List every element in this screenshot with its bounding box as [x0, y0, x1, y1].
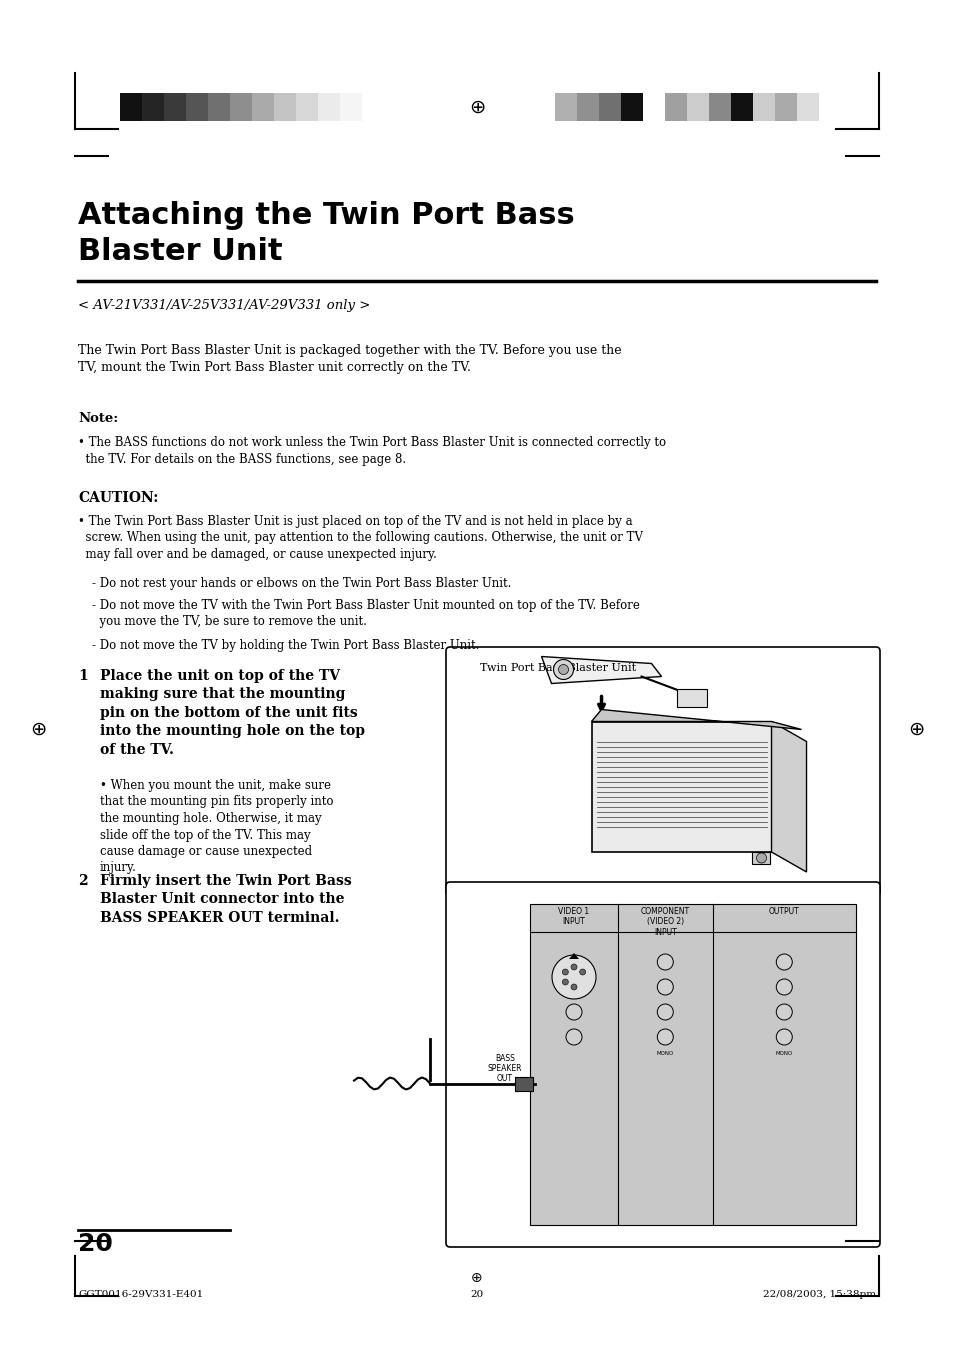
Circle shape — [657, 1029, 673, 1046]
Circle shape — [776, 954, 791, 970]
Bar — [577, 93, 598, 122]
Bar — [530, 904, 855, 1225]
Bar — [361, 93, 384, 122]
Bar — [751, 852, 769, 865]
Text: BASS
SPEAKER
OUT: BASS SPEAKER OUT — [487, 1054, 521, 1084]
Bar — [230, 93, 252, 122]
Text: Blaster Unit: Blaster Unit — [78, 236, 282, 266]
Bar — [555, 93, 577, 122]
Circle shape — [776, 1004, 791, 1020]
Bar — [686, 93, 708, 122]
Bar — [339, 93, 361, 122]
Text: 1: 1 — [78, 669, 88, 684]
Bar — [142, 93, 164, 122]
FancyBboxPatch shape — [446, 882, 879, 1247]
Bar — [120, 93, 142, 122]
Circle shape — [571, 984, 577, 990]
Bar — [274, 93, 295, 122]
Bar — [591, 721, 771, 852]
Circle shape — [561, 969, 568, 975]
Circle shape — [565, 1004, 581, 1020]
Circle shape — [558, 665, 568, 674]
Text: VIDEO 1
INPUT: VIDEO 1 INPUT — [558, 907, 589, 927]
Bar — [317, 93, 339, 122]
Text: GGT0016-29V331-E401: GGT0016-29V331-E401 — [78, 1290, 203, 1300]
Circle shape — [561, 979, 568, 985]
Polygon shape — [591, 709, 801, 730]
Text: • The BASS functions do not work unless the Twin Port Bass Blaster Unit is conne: • The BASS functions do not work unless … — [78, 436, 665, 466]
Bar — [515, 1077, 533, 1090]
Text: Twin Port Bass Blaster Unit: Twin Port Bass Blaster Unit — [479, 663, 636, 673]
Text: • When you mount the unit, make sure
that the mounting pin fits properly into
th: • When you mount the unit, make sure tha… — [100, 780, 334, 874]
Bar — [642, 93, 664, 122]
Bar — [164, 93, 186, 122]
Polygon shape — [568, 952, 578, 959]
Bar — [774, 93, 796, 122]
Text: Place the unit on top of the TV
making sure that the mounting
pin on the bottom : Place the unit on top of the TV making s… — [100, 669, 365, 757]
Text: Note:: Note: — [78, 412, 118, 426]
Text: - Do not move the TV by holding the Twin Port Bass Blaster Unit.: - Do not move the TV by holding the Twin… — [91, 639, 478, 653]
Text: ⊕: ⊕ — [30, 720, 46, 739]
Bar — [252, 93, 274, 122]
Text: - Do not rest your hands or elbows on the Twin Port Bass Blaster Unit.: - Do not rest your hands or elbows on th… — [91, 577, 511, 590]
Text: 20: 20 — [78, 1232, 112, 1256]
Text: MONO: MONO — [775, 1051, 792, 1056]
Circle shape — [657, 954, 673, 970]
Text: OUTPUT: OUTPUT — [768, 907, 799, 916]
Circle shape — [776, 1029, 791, 1046]
Circle shape — [776, 979, 791, 994]
FancyBboxPatch shape — [446, 647, 879, 896]
Text: • The Twin Port Bass Blaster Unit is just placed on top of the TV and is not hel: • The Twin Port Bass Blaster Unit is jus… — [78, 515, 642, 561]
Text: - Do not move the TV with the Twin Port Bass Blaster Unit mounted on top of the : - Do not move the TV with the Twin Port … — [91, 598, 639, 628]
Circle shape — [657, 979, 673, 994]
Text: MONO: MONO — [656, 1051, 673, 1056]
Polygon shape — [541, 657, 660, 684]
Bar — [752, 93, 774, 122]
Text: Attaching the Twin Port Bass: Attaching the Twin Port Bass — [78, 201, 574, 230]
Bar — [796, 93, 818, 122]
Text: 20: 20 — [470, 1290, 483, 1300]
Circle shape — [756, 852, 765, 863]
Circle shape — [552, 955, 596, 998]
Circle shape — [657, 1004, 673, 1020]
Text: ⊕: ⊕ — [468, 97, 485, 116]
Text: < AV-21V331/AV-25V331/AV-29V331 only >: < AV-21V331/AV-25V331/AV-29V331 only > — [78, 299, 370, 312]
Bar — [620, 93, 642, 122]
Bar — [598, 93, 620, 122]
Circle shape — [565, 1029, 581, 1046]
Circle shape — [553, 659, 573, 680]
Text: Firmly insert the Twin Port Bass
Blaster Unit connector into the
BASS SPEAKER OU: Firmly insert the Twin Port Bass Blaster… — [100, 874, 352, 925]
Text: COMPONENT
(VIDEO 2)
INPUT: COMPONENT (VIDEO 2) INPUT — [640, 907, 689, 936]
Text: 2: 2 — [78, 874, 88, 888]
Text: ⊕: ⊕ — [471, 1271, 482, 1285]
Bar — [186, 93, 208, 122]
Bar — [664, 93, 686, 122]
Bar — [730, 93, 752, 122]
Text: The Twin Port Bass Blaster Unit is packaged together with the TV. Before you use: The Twin Port Bass Blaster Unit is packa… — [78, 345, 621, 374]
Bar — [295, 93, 317, 122]
Bar — [676, 689, 706, 707]
Circle shape — [579, 969, 585, 975]
Text: 22/08/2003, 15:38pm: 22/08/2003, 15:38pm — [762, 1290, 875, 1300]
Polygon shape — [771, 721, 805, 871]
Text: CAUTION:: CAUTION: — [78, 490, 158, 505]
Bar — [208, 93, 230, 122]
Bar — [708, 93, 730, 122]
Text: ⊕: ⊕ — [907, 720, 923, 739]
Circle shape — [571, 965, 577, 970]
